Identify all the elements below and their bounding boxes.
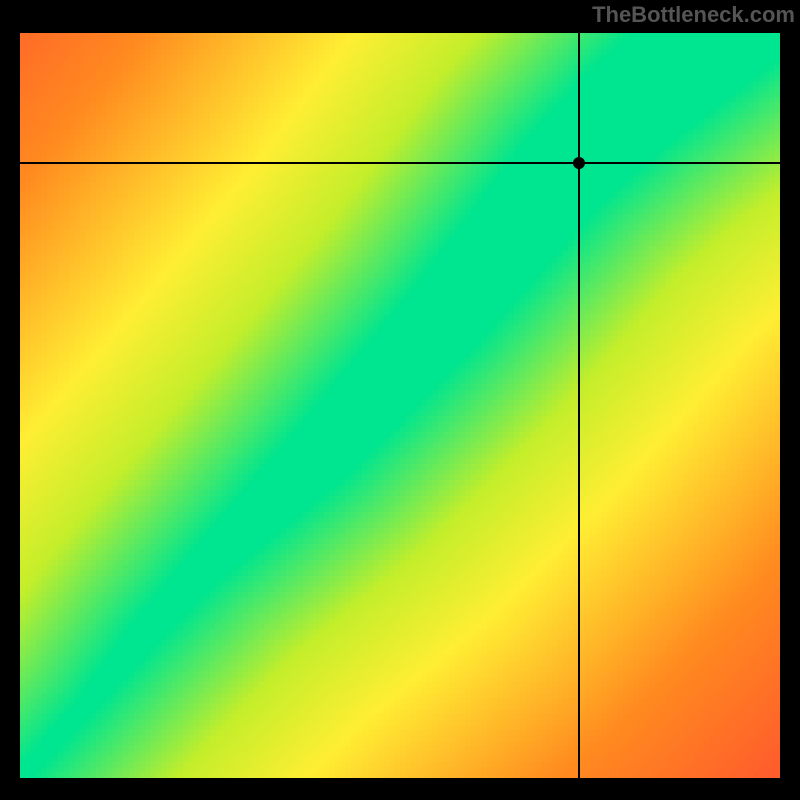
plot-area <box>20 33 780 778</box>
crosshair-horizontal <box>20 162 780 164</box>
chart-frame: TheBottleneck.com <box>0 0 800 800</box>
crosshair-vertical <box>578 33 580 778</box>
heatmap <box>20 33 780 778</box>
watermark-text: TheBottleneck.com <box>592 2 795 28</box>
marker-dot <box>573 157 585 169</box>
